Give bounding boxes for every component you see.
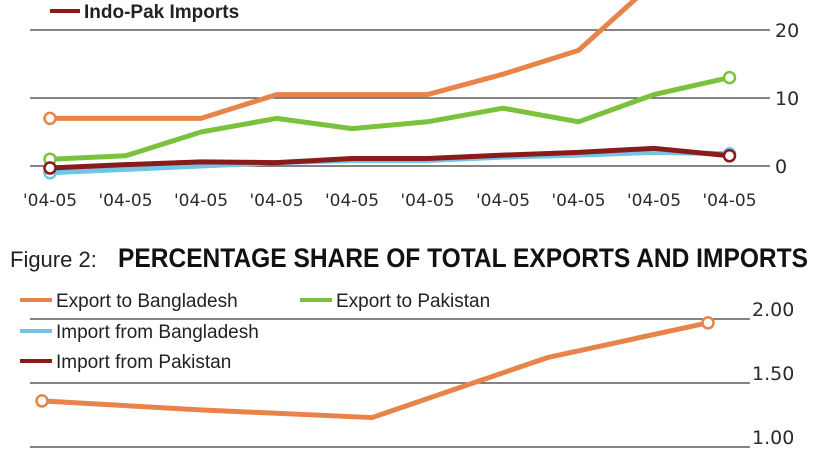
legend-label-import-bangladesh: Import from Bangladesh [56,322,259,343]
chart2-title: PERCENTAGE SHARE OF TOTAL EXPORTS AND IM… [118,243,808,273]
x-tick-label: '04-05 [325,191,379,211]
data-point [43,161,57,175]
y-tick-label: 10 [775,88,799,110]
chart1-gridlines [30,29,770,167]
series-line [47,145,732,171]
series-indo-pak-imports [43,145,737,175]
series-line [39,320,711,421]
y-tick-label: 1.00 [752,427,794,449]
chart2-header: Figure 2: PERCENTAGE SHARE OF TOTAL EXPO… [10,243,808,273]
data-point [722,70,737,85]
chart2-legend: Export to Bangladesh Export to Pakistan … [20,291,490,373]
chart2-series [35,316,715,421]
series-line-1 [43,70,737,166]
chart1-x-ticks: '04-05 '04-05 '04-05 '04-05 '04-05 '04-05 '04-… [23,191,757,211]
x-tick-label: '04-05 [551,191,605,211]
x-tick-label: '04-05 [476,191,530,211]
y-tick-label: 2.00 [752,299,794,321]
y-tick-label: 0 [775,156,787,178]
chart1-series [43,0,737,180]
x-tick-label: '04-05 [174,191,228,211]
chart1-y-ticks: 20 10 0 [775,20,799,178]
series-line [47,0,639,121]
y-tick-label: 20 [775,20,799,42]
data-point [35,394,49,408]
legend-label-export-bangladesh: Export to Bangladesh [56,291,238,312]
chart2-gridlines [30,318,750,448]
x-tick-label: '04-05 [98,191,152,211]
series-export-to-bangladesh [35,316,715,421]
x-tick-label: '04-05 [400,191,454,211]
chart2-y-ticks: 2.00 1.50 1.00 [752,299,794,449]
x-tick-label: '04-05 [249,191,303,211]
y-tick-label: 1.50 [752,363,794,385]
data-point [722,149,737,163]
legend-label-indo-pak-imports: Indo-Pak Imports [84,2,239,23]
data-point [701,316,715,330]
x-tick-label: '04-05 [23,191,77,211]
chart2: 2.00 1.50 1.00 Export to Bangladesh Export… [20,291,794,449]
figure-label: Figure 2: [10,247,97,272]
x-tick-label: '04-05 [627,191,681,211]
legend-label-import-pakistan: Import from Pakistan [56,352,231,373]
chart1-legend: Indo-Pak Imports [50,2,239,23]
data-point [43,111,57,126]
x-tick-label: '04-05 [702,191,756,211]
series-line-0 [43,0,639,126]
legend-label-export-pakistan: Export to Pakistan [336,291,490,312]
series-line [47,75,732,162]
